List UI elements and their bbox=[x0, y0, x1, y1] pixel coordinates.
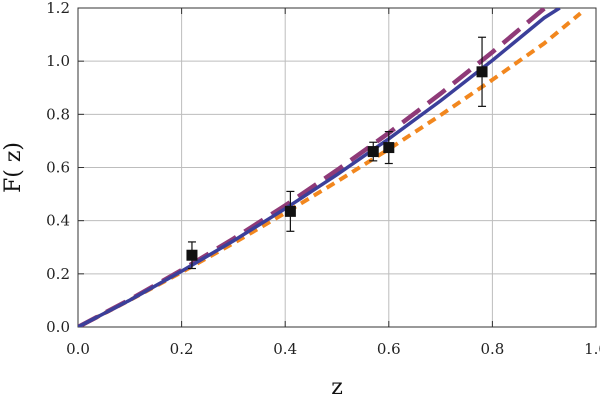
x-tick-label: 0.8 bbox=[480, 340, 504, 358]
grid bbox=[78, 8, 596, 327]
data-point bbox=[284, 190, 296, 232]
y-tick-label: 0.6 bbox=[46, 159, 70, 177]
data-point bbox=[383, 131, 395, 165]
y-tick-label: 1.2 bbox=[46, 0, 70, 17]
x-tick-label: 0.0 bbox=[66, 340, 90, 358]
y-tick-label: 0.0 bbox=[46, 318, 70, 336]
x-tick-label: 0.4 bbox=[273, 340, 297, 358]
y-tick-label: 1.0 bbox=[46, 52, 70, 70]
y-tick-label: 0.8 bbox=[46, 105, 70, 123]
data-points bbox=[186, 36, 488, 270]
ticks: 0.0 0.2 0.4 0.6 0.8 1.0 0.0 0.2 0.4 0.6 0.8 1.0 1.2 bbox=[46, 0, 600, 358]
series-line-short-dashed bbox=[78, 11, 582, 327]
point-marker bbox=[476, 66, 488, 78]
y-tick-label: 0.2 bbox=[46, 265, 70, 283]
data-point bbox=[186, 241, 198, 270]
point-marker bbox=[383, 142, 395, 154]
data-point bbox=[476, 36, 488, 107]
x-tick-label: 0.6 bbox=[377, 340, 401, 358]
y-tick-label: 0.4 bbox=[46, 212, 70, 230]
y-axis-label: F( z) bbox=[1, 142, 26, 193]
x-axis-label: z bbox=[331, 375, 343, 400]
point-marker bbox=[284, 205, 296, 217]
series-line-solid bbox=[78, 8, 561, 327]
point-marker bbox=[186, 249, 198, 261]
x-tick-label: 1.0 bbox=[584, 340, 600, 358]
x-tick-label: 0.2 bbox=[170, 340, 194, 358]
data-point bbox=[367, 141, 379, 162]
point-marker bbox=[367, 146, 379, 158]
series-layer bbox=[78, 8, 582, 327]
